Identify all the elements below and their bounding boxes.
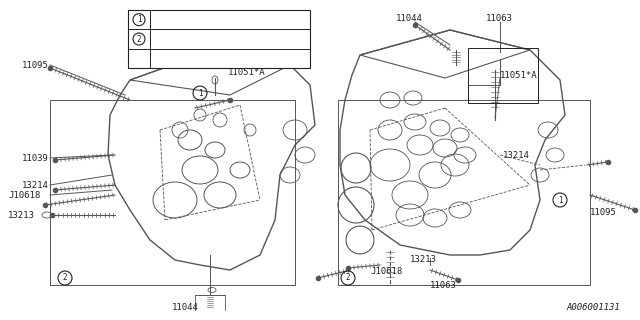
- Text: A006001131: A006001131: [566, 303, 620, 312]
- Text: 11063: 11063: [430, 281, 457, 290]
- Text: J10618: J10618: [8, 190, 40, 199]
- Text: 2: 2: [346, 274, 350, 283]
- Text: 11095: 11095: [22, 60, 49, 69]
- Text: 10993: 10993: [154, 15, 184, 25]
- Text: 11044: 11044: [172, 303, 198, 313]
- Text: J10618: J10618: [370, 268, 403, 276]
- Text: 11063: 11063: [486, 13, 513, 22]
- Text: 13214: 13214: [22, 180, 49, 189]
- Text: 11039: 11039: [22, 154, 49, 163]
- Text: 1: 1: [137, 15, 141, 24]
- Text: 11051*A: 11051*A: [228, 68, 266, 76]
- Text: 13213: 13213: [8, 211, 35, 220]
- Text: A91039 (-’05MY0501): A91039 (-’05MY0501): [154, 35, 256, 44]
- Text: 1: 1: [198, 89, 202, 98]
- Text: 2: 2: [137, 35, 141, 44]
- Text: 13214: 13214: [503, 150, 530, 159]
- Text: A91055 (’05MY0501-): A91055 (’05MY0501-): [154, 54, 256, 63]
- Text: 11095: 11095: [590, 207, 617, 217]
- Text: 2: 2: [63, 274, 67, 283]
- FancyBboxPatch shape: [128, 10, 310, 68]
- Text: 1: 1: [557, 196, 563, 204]
- Text: 11044: 11044: [396, 13, 423, 22]
- Text: 13213: 13213: [410, 255, 437, 265]
- Text: 11051*A: 11051*A: [500, 70, 538, 79]
